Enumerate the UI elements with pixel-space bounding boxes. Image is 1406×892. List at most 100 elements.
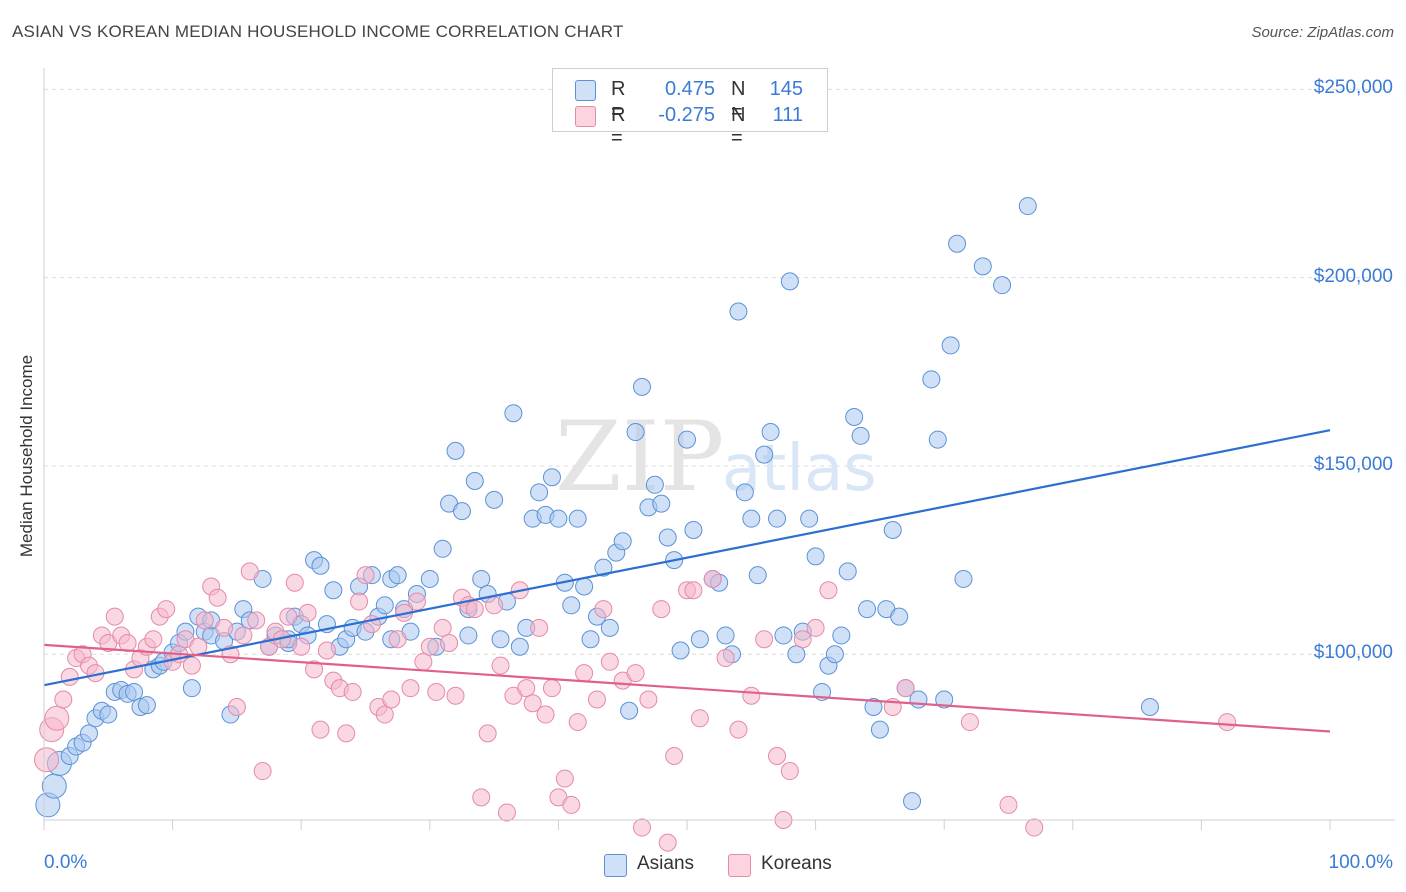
korean-point — [587, 690, 606, 709]
asian-point — [446, 441, 465, 460]
asian-point — [890, 607, 909, 626]
bottom-legend-swatch-asians — [604, 854, 627, 877]
asian-point — [137, 696, 156, 715]
korean-point — [350, 592, 369, 611]
korean-point — [562, 795, 581, 814]
legend-n-label: N = — [731, 78, 746, 123]
korean-point — [793, 630, 812, 649]
korean-point — [195, 611, 214, 630]
asian-point — [510, 637, 529, 656]
asian-point — [652, 494, 671, 513]
asian-point — [549, 509, 568, 528]
watermark-zip: ZIP — [555, 401, 724, 513]
asian-point — [530, 483, 549, 502]
y-tick-label: $200,000 — [1313, 265, 1393, 287]
korean-point — [105, 607, 124, 626]
korean-point — [285, 573, 304, 592]
asian-point — [99, 705, 118, 724]
korean-point — [896, 679, 915, 698]
korean-point — [742, 686, 761, 705]
asian-point — [678, 430, 696, 449]
asian-point — [787, 645, 806, 664]
korean-point — [472, 788, 491, 807]
korean-point — [407, 592, 426, 611]
korean-point — [247, 611, 266, 630]
asian-point — [870, 720, 889, 739]
korean-point — [465, 600, 484, 619]
legend-r-label: R = — [611, 104, 626, 149]
korean-point — [999, 795, 1018, 814]
asian-point — [922, 370, 941, 389]
asian-point — [459, 626, 478, 645]
x-tick-min: 0.0% — [44, 852, 88, 873]
correlation-legend: R = 0.475 N = 145 R = -0.275 N = 111 — [552, 68, 828, 149]
legend-r-label: R = — [611, 78, 626, 123]
asian-point — [993, 276, 1012, 295]
korean-point — [684, 581, 703, 600]
asian-point — [851, 426, 870, 445]
asian-point — [632, 377, 651, 396]
asian-point — [620, 701, 639, 720]
asian-point — [806, 547, 825, 566]
asian-point — [568, 509, 587, 528]
asian-point — [645, 475, 664, 494]
legend-n-label: N = — [731, 104, 746, 149]
asian-point — [935, 690, 954, 709]
watermark: ZIP atlas — [555, 401, 877, 513]
korean-point — [298, 603, 317, 622]
korean-point — [639, 690, 658, 709]
asian-point — [600, 618, 619, 637]
asian-point — [954, 569, 973, 588]
korean-point — [755, 630, 774, 649]
asian-point — [485, 490, 504, 509]
korean-point — [523, 694, 542, 713]
korean-trend-line — [43, 643, 1331, 733]
y-tick-label: $100,000 — [1313, 642, 1393, 664]
asian-trend-line — [43, 429, 1331, 687]
asian-point — [845, 407, 864, 426]
korean-point — [690, 709, 709, 728]
korean-point — [208, 588, 227, 607]
korean-point — [594, 600, 613, 619]
korean-point — [626, 664, 645, 683]
korean-point — [530, 618, 549, 637]
korean-point — [182, 656, 201, 675]
korean-point — [703, 569, 722, 588]
korean-point — [311, 720, 330, 739]
asian-point — [125, 682, 144, 701]
korean-point — [34, 747, 60, 773]
asian-point — [388, 566, 407, 585]
x-tick-max: 100.0% — [1328, 852, 1393, 873]
asian-point — [780, 272, 799, 291]
korean-point — [234, 626, 253, 645]
asian-point — [941, 336, 960, 355]
asian-point — [774, 626, 793, 645]
axes — [43, 68, 1395, 830]
asian-point — [452, 502, 471, 521]
korean-point — [427, 682, 446, 701]
asian-point — [729, 302, 748, 321]
y-tick-label: $250,000 — [1313, 77, 1393, 99]
korean-point — [317, 641, 336, 660]
asian-point — [420, 569, 439, 588]
legend-r-value: -0.275 — [658, 104, 715, 126]
legend-r-value: 0.475 — [664, 78, 715, 100]
korean-point — [1218, 713, 1237, 732]
asian-point — [472, 569, 491, 588]
chart-title: ASIAN VS KOREAN MEDIAN HOUSEHOLD INCOME … — [12, 22, 624, 41]
asian-point — [748, 566, 767, 585]
asian-point — [80, 724, 99, 743]
asian-point — [716, 626, 735, 645]
korean-point — [144, 630, 163, 649]
korean-point — [215, 618, 234, 637]
korean-point — [420, 637, 439, 656]
korean-point — [227, 698, 246, 717]
korean-point — [575, 664, 594, 683]
korean-point — [240, 562, 259, 581]
bottom-legend-label: Asians — [637, 853, 695, 874]
korean-point — [665, 746, 684, 765]
asian-point — [864, 698, 883, 717]
asian-point — [324, 581, 343, 600]
source-credit: Source: ZipAtlas.com — [1251, 24, 1394, 41]
